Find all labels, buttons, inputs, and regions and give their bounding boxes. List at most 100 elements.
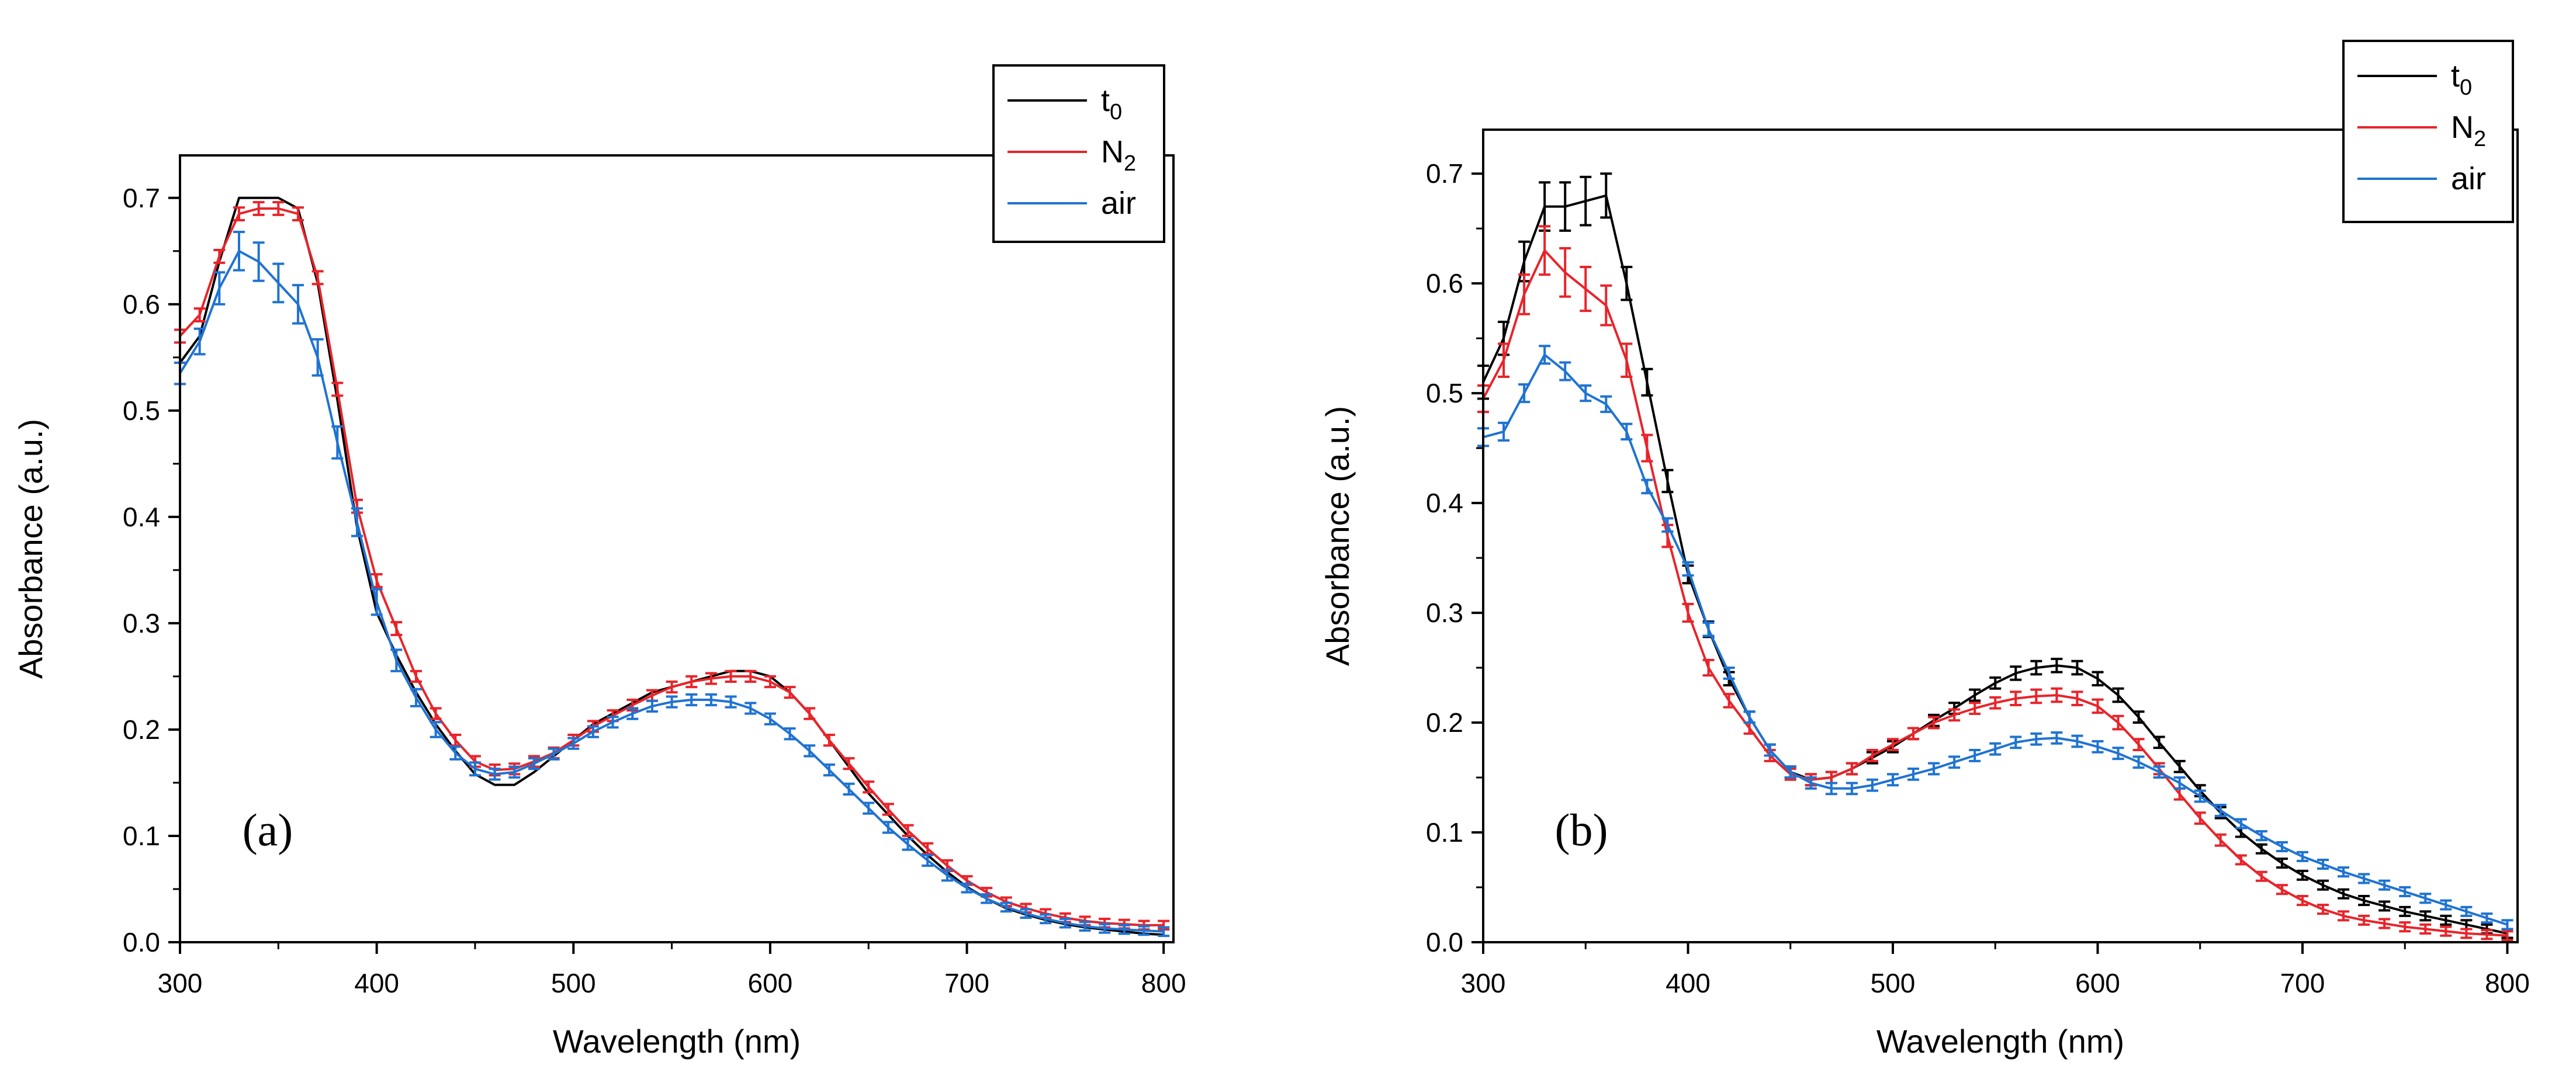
legend-b: t0 N2 air xyxy=(2342,40,2514,223)
x-tick-label: 700 xyxy=(944,968,989,998)
error-bar-air xyxy=(823,763,835,777)
x-tick-label: 700 xyxy=(2280,968,2325,998)
error-bar-air xyxy=(804,744,816,758)
legend-label-t0: t0 xyxy=(2451,58,2472,100)
error-bar-air xyxy=(2481,912,2493,924)
legend-label-t0: t0 xyxy=(1101,83,1122,124)
error-bar-air xyxy=(2255,830,2267,842)
error-bar-air xyxy=(2132,755,2145,769)
error-bar-air xyxy=(2173,776,2186,790)
x-tick-label: 800 xyxy=(2485,968,2530,998)
error-bar-air xyxy=(1743,710,1756,724)
error-bar-air xyxy=(2501,919,2513,931)
error-bar-air xyxy=(1518,383,1531,404)
error-bar-air xyxy=(646,699,658,713)
error-bar-air xyxy=(843,782,855,796)
error-bar-t0 xyxy=(2051,658,2063,674)
legend-label-subscript: 2 xyxy=(1124,151,1136,176)
error-bar-N2 xyxy=(2112,714,2124,731)
error-bar-air xyxy=(2112,747,2124,761)
error-bar-t0 xyxy=(2419,910,2432,922)
error-bar-air xyxy=(2460,905,2473,917)
error-bar-air xyxy=(2296,851,2308,862)
error-bar-air xyxy=(1948,755,1961,769)
error-bar-air xyxy=(548,747,560,761)
error-bar-N2 xyxy=(2051,687,2063,703)
error-bar-N2 xyxy=(1498,342,1510,378)
error-bar-t0 xyxy=(2378,900,2391,912)
error-bar-air xyxy=(1059,917,1071,929)
error-bar-N2 xyxy=(2358,914,2370,926)
error-bar-N2 xyxy=(784,686,796,699)
error-bar-air xyxy=(1498,421,1510,442)
error-bar-N2 xyxy=(2071,690,2083,706)
y-tick-label: 0.2 xyxy=(123,714,160,745)
y-tick-label: 0.4 xyxy=(123,502,160,532)
error-bar-t0 xyxy=(2276,858,2288,869)
x-axis-title-a: Wavelength (nm) xyxy=(553,1023,801,1060)
error-bar-N2 xyxy=(1580,265,1592,313)
error-bar-air xyxy=(193,327,206,356)
error-bar-air xyxy=(902,838,914,851)
error-bar-air xyxy=(1764,743,1776,757)
error-bar-N2 xyxy=(863,780,875,794)
error-bar-air xyxy=(1886,773,1899,787)
error-bar-air xyxy=(410,688,422,707)
error-bar-N2 xyxy=(213,249,226,264)
error-bar-N2 xyxy=(1948,708,1961,722)
error-bar-air xyxy=(2378,879,2391,891)
error-bar-N2 xyxy=(804,707,816,720)
error-bar-air xyxy=(764,712,776,725)
error-bar-t0 xyxy=(2338,888,2350,900)
error-bar-air xyxy=(1989,742,2002,756)
error-bar-N2 xyxy=(1866,749,1878,762)
legend-label-air: air xyxy=(2451,161,2486,196)
error-bar-air xyxy=(1118,924,1130,935)
y-tick-label: 0.3 xyxy=(1426,598,1463,628)
error-bar-N2 xyxy=(2440,925,2452,937)
y-tick-label: 0.6 xyxy=(123,289,160,320)
legend-label-text: air xyxy=(1101,186,1136,221)
chart-panel-a: 300 400 500 600 700 800 0.0 0.1 0.2 0.3 0.4 0.5 0.6… xyxy=(12,64,1186,1060)
error-bar-air xyxy=(2092,740,2104,754)
error-bar-N2 xyxy=(2481,929,2493,940)
error-bar-N2 xyxy=(311,270,324,286)
error-bar-air xyxy=(666,695,678,709)
error-bar-air xyxy=(1723,667,1735,680)
y-ticks-a: 0.0 0.1 0.2 0.3 0.4 0.5 0.6 0.7 xyxy=(123,183,180,957)
error-bar-air xyxy=(941,869,953,882)
x-tick-label: 300 xyxy=(1461,968,1506,998)
error-bar-air xyxy=(252,241,265,282)
x-tick-label: 800 xyxy=(1141,968,1186,998)
error-bar-air xyxy=(2010,735,2022,749)
error-bar-air xyxy=(371,588,383,616)
error-bar-air xyxy=(1784,765,1796,779)
error-bar-air xyxy=(607,716,619,729)
error-bar-N2 xyxy=(2399,921,2411,933)
error-bar-t0 xyxy=(2153,735,2165,749)
error-bar-air xyxy=(213,271,226,306)
error-bar-N2 xyxy=(2030,688,2042,704)
error-bar-N2 xyxy=(2296,895,2308,907)
error-bar-t0 xyxy=(2173,759,2186,773)
error-bar-N2 xyxy=(430,707,442,720)
error-bar-N2 xyxy=(2460,928,2473,939)
error-bar-N2 xyxy=(1907,727,1920,741)
y-tick-label: 0.3 xyxy=(123,608,160,638)
error-bar-N2 xyxy=(2419,923,2432,935)
plot-frame-a xyxy=(179,154,1175,943)
error-bar-air xyxy=(1641,478,1653,495)
error-bar-N2 xyxy=(1723,693,1735,709)
error-bar-air xyxy=(1040,913,1052,925)
error-bar-t0 xyxy=(2255,843,2267,855)
error-bar-N2 xyxy=(1518,273,1531,315)
error-bar-t0 xyxy=(2092,671,2104,687)
error-bar-N2 xyxy=(2194,811,2206,825)
error-bar-air xyxy=(882,821,894,834)
legend-label-subscript: 0 xyxy=(2460,75,2472,100)
error-bar-air xyxy=(508,765,521,779)
error-bar-air xyxy=(1600,395,1612,414)
error-bar-N2 xyxy=(1702,658,1715,677)
error-bar-air xyxy=(469,761,481,777)
error-bar-N2 xyxy=(745,669,757,683)
